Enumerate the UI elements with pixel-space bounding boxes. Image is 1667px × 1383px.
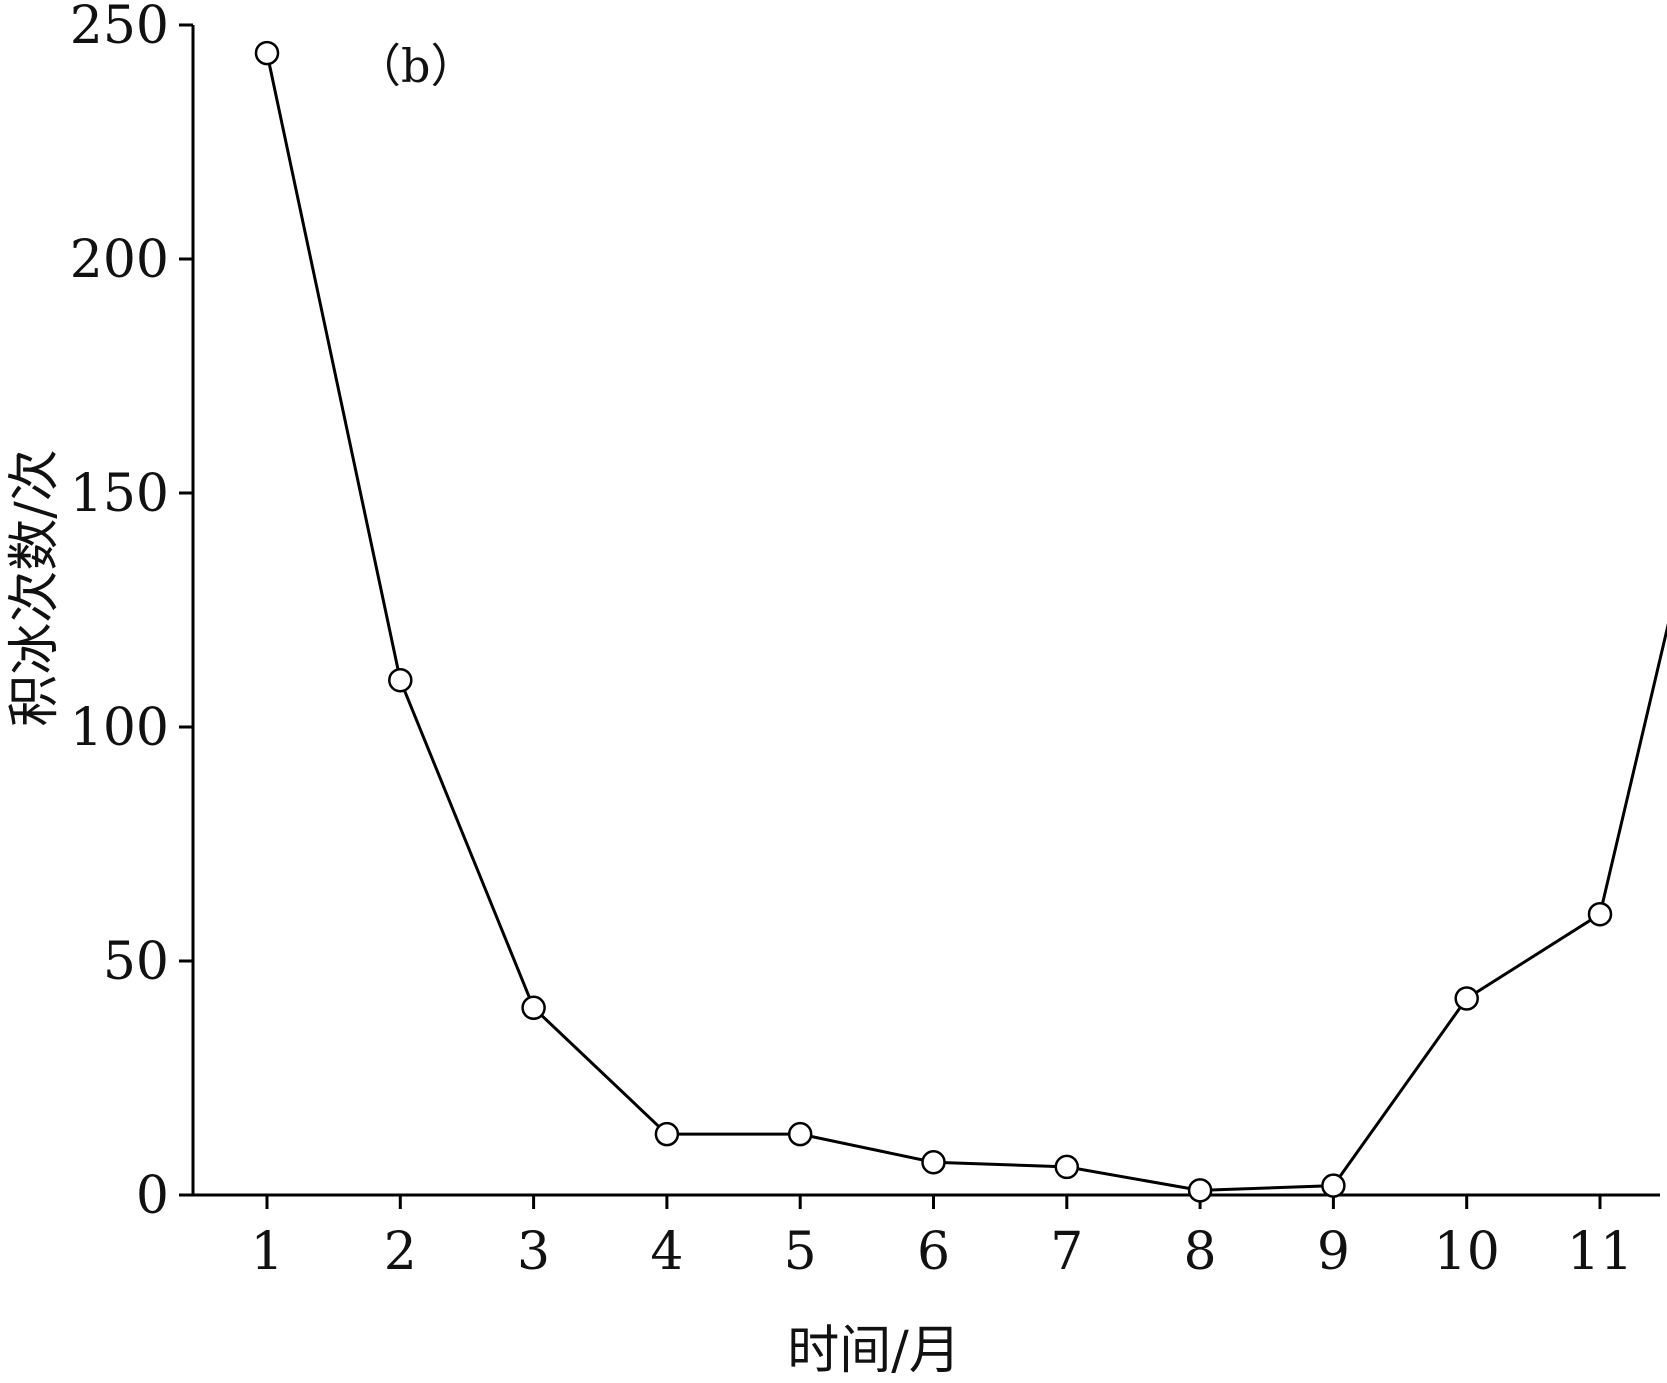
y-axis-title: 积冰次数/次 [5,449,65,727]
x-tick-label: 8 [1184,1222,1217,1282]
x-tick-label: 1 [250,1222,283,1282]
data-point [254,40,280,66]
data-point [787,1121,813,1147]
x-tick-label: 5 [784,1222,817,1282]
data-point [388,667,413,693]
labels: （b） 时间/月 积冰次数/次 [5,39,961,1381]
y-tick-label: 150 [70,464,169,524]
panel-label: （b） [355,39,476,93]
data-point [521,995,546,1021]
y-tick-label: 200 [70,230,169,290]
markers [254,40,1613,1203]
axes: 050100150200250123456789101112 [70,0,1660,1282]
data-point [1454,986,1479,1011]
data-point [1187,1178,1213,1203]
series-line-group [265,52,1667,1192]
x-tick-label: 3 [517,1222,550,1282]
data-point [921,1149,946,1175]
x-tick-label: 7 [1050,1222,1083,1282]
x-tick-label: 4 [650,1222,683,1282]
y-tick-label: 50 [103,932,169,992]
data-point [1054,1154,1080,1180]
x-tick-label: 9 [1317,1222,1350,1282]
series-line [265,52,1667,1192]
x-tick-label: 11 [1567,1222,1633,1282]
y-tick-label: 100 [70,698,169,758]
data-point [1321,1173,1346,1198]
x-tick-label: 6 [917,1222,950,1282]
y-tick-label: 250 [70,0,169,56]
x-tick-label: 2 [384,1222,417,1282]
x-axis-title: 时间/月 [787,1321,961,1378]
y-tick-label: 0 [136,1166,169,1226]
data-point [654,1121,680,1147]
x-tick-label: 10 [1434,1222,1500,1282]
data-point [1587,901,1613,927]
